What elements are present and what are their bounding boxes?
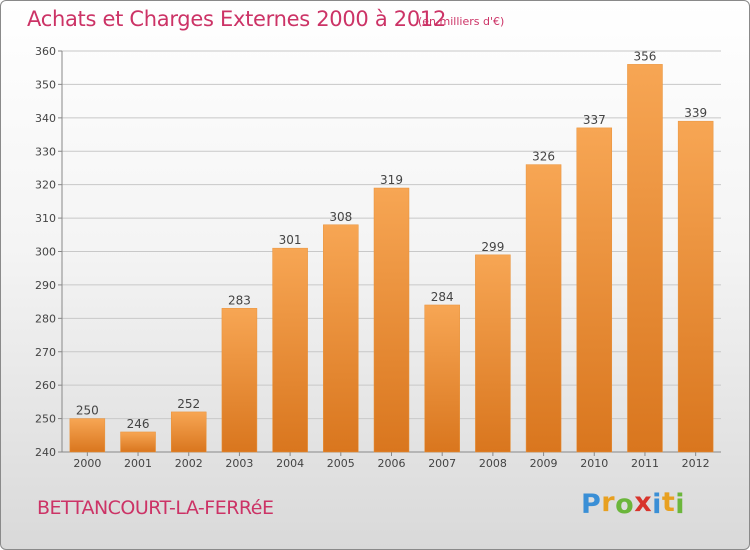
proxiti-logo[interactable]: Proxiti: [581, 487, 686, 520]
bar: [424, 304, 460, 453]
logo-letter: i: [675, 489, 686, 520]
y-tick-label: 260: [35, 379, 56, 392]
commune-name: BETTANCOURT-LA-FERRéE: [37, 497, 274, 519]
x-tick-label: 2003: [225, 457, 253, 470]
data-labels: 250 246 252 283 301 308 319 284 299 326 337 356 339: [76, 49, 707, 431]
bar-value-label: 283: [228, 293, 251, 307]
logo-letter: o: [615, 489, 635, 520]
x-tick-label: 2012: [682, 457, 710, 470]
chart-unit: (en milliers d'€): [418, 15, 505, 28]
y-tick-label: 340: [35, 112, 56, 125]
bar-value-label: 339: [684, 106, 707, 120]
bar: [69, 418, 106, 453]
x-tick-label: 2002: [175, 457, 203, 470]
logo-letter: P: [581, 489, 602, 520]
y-tick-label: 290: [35, 279, 56, 292]
logo-letter: x: [634, 487, 653, 518]
bar: [170, 411, 207, 453]
x-tick-label: 2001: [124, 457, 152, 470]
bar: [475, 254, 511, 453]
bar-value-label: 319: [380, 173, 403, 187]
y-tick-label: 330: [35, 145, 56, 158]
logo-letter: i: [652, 489, 662, 520]
y-tick-label: 300: [35, 246, 56, 259]
y-tick-label: 280: [35, 312, 56, 325]
bars: [69, 64, 714, 453]
bar: [120, 431, 156, 453]
logo-letter: r: [601, 487, 616, 518]
bar: [576, 127, 613, 453]
x-tick-label: 2011: [631, 457, 659, 470]
y-tick-label: 270: [35, 346, 56, 359]
bar: [677, 120, 714, 453]
x-tick-label: 2005: [327, 457, 355, 470]
bar-value-label: 299: [481, 240, 504, 254]
bar-value-label: 326: [532, 150, 555, 164]
y-tick-label: 250: [35, 413, 56, 426]
y-tick-label: 360: [35, 45, 56, 58]
x-tick-label: 2006: [378, 457, 406, 470]
bar-value-label: 337: [583, 113, 606, 127]
x-tick-label: 2010: [580, 457, 608, 470]
y-tick-label: 320: [35, 179, 56, 192]
bar: [323, 224, 359, 453]
axes: 240 250 260 270 280 290 300 310 320 330 340 350 360 2…: [35, 45, 721, 470]
bar-value-label: 252: [177, 397, 200, 411]
bar-value-label: 250: [76, 404, 99, 418]
y-tick-label: 310: [35, 212, 56, 225]
bar-value-label: 356: [634, 49, 657, 63]
y-tick-label: 240: [35, 446, 56, 459]
bar-value-label: 301: [279, 233, 302, 247]
bar: [627, 64, 663, 453]
x-tick-label: 2000: [73, 457, 101, 470]
x-tick-label: 2007: [428, 457, 456, 470]
bar-value-label: 308: [329, 210, 352, 224]
bar-value-label: 246: [127, 417, 150, 431]
x-tick-label: 2009: [530, 457, 558, 470]
bar: [373, 187, 410, 453]
bar: [272, 247, 308, 453]
bar: [525, 164, 562, 453]
x-tick-label: 2004: [276, 457, 304, 470]
y-tick-label: 350: [35, 78, 56, 91]
bar-value-label: 284: [431, 290, 454, 304]
logo-letter: t: [661, 487, 676, 518]
bar: [221, 308, 258, 453]
x-tick-label: 2008: [479, 457, 507, 470]
chart-title: Achats et Charges Externes 2000 à 2012: [27, 7, 447, 31]
